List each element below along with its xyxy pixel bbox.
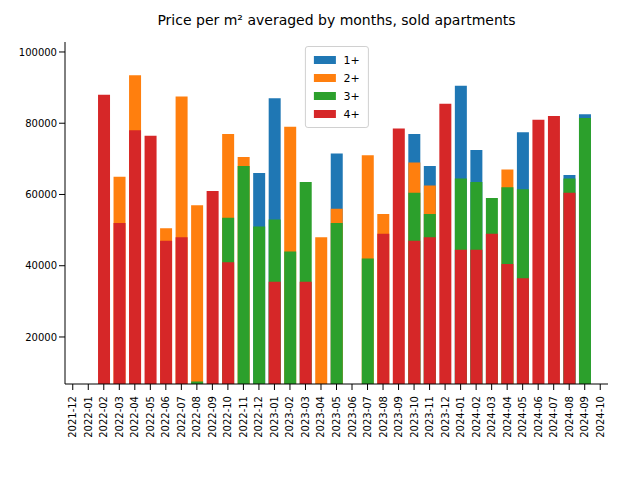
svg-text:2024-04: 2024-04 [502,396,513,438]
svg-text:2022-07: 2022-07 [176,396,187,438]
svg-text:2024-07: 2024-07 [548,396,559,438]
html-text:2+: 2+ [343,71,360,85]
svg-text:2024-02: 2024-02 [471,396,482,438]
svg-text:2023-08: 2023-08 [378,396,389,438]
svg-text:2023-07: 2023-07 [362,396,373,438]
svg-text:2022-12: 2022-12 [253,396,264,438]
svg-text:2023-05: 2023-05 [331,396,342,438]
svg-text:2022-02: 2022-02 [98,396,109,438]
svg-text:2022-10: 2022-10 [222,396,233,438]
svg-text:2022-05: 2022-05 [145,396,156,438]
svg-text:2024-05: 2024-05 [517,396,528,438]
svg-text:2022-06: 2022-06 [160,396,171,438]
html-text:4+: 4+ [343,107,360,121]
svg-text:2021-12: 2021-12 [67,396,78,438]
svg-text:2023-10: 2023-10 [409,396,420,438]
svg-text:2023-09: 2023-09 [393,396,404,438]
svg-text:2022-03: 2022-03 [114,396,125,438]
svg-text:2022-01: 2022-01 [83,396,94,438]
svg-text:2024-03: 2024-03 [486,396,497,438]
svg-text:20000: 20000 [25,332,57,343]
svg-text:100000: 100000 [19,47,57,58]
svg-text:2024-08: 2024-08 [564,396,575,438]
html-text:3+: 3+ [343,89,360,103]
svg-text:2023-03: 2023-03 [300,396,311,438]
svg-text:2023-02: 2023-02 [284,396,295,438]
svg-text:40000: 40000 [25,260,57,271]
svg-text:2023-11: 2023-11 [424,396,435,438]
svg-text:2022-11: 2022-11 [238,396,249,438]
svg-text:2023-06: 2023-06 [347,396,358,438]
svg-text:2023-04: 2023-04 [315,396,326,438]
svg-text:2022-09: 2022-09 [207,396,218,438]
svg-text:2024-01: 2024-01 [455,396,466,438]
svg-text:2024-09: 2024-09 [579,396,590,438]
svg-text:2022-08: 2022-08 [191,396,202,438]
html-text:1+: 1+ [343,53,360,67]
svg-text:2024-10: 2024-10 [595,396,606,438]
svg-text:2024-06: 2024-06 [533,396,544,438]
svg-text:2023-01: 2023-01 [269,396,280,438]
svg-text:2023-12: 2023-12 [440,396,451,438]
svg-text:80000: 80000 [25,118,57,129]
html-text:Price per m² averaged by month: Price per m² averaged by months, sold ap… [157,12,516,28]
svg-text:60000: 60000 [25,189,57,200]
svg-text:2022-04: 2022-04 [129,396,140,438]
